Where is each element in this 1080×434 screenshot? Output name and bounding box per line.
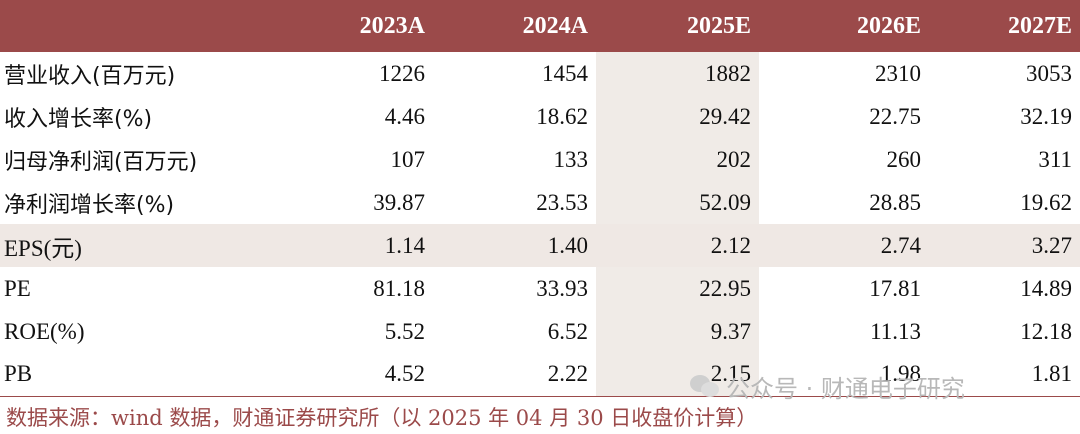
table-cell: 17.81 — [869, 275, 921, 301]
table-cell: 2310 — [875, 60, 921, 86]
table-cell: 133 — [553, 146, 589, 172]
table-cell: 18.62 — [536, 103, 588, 129]
financial-forecast-table: 2023A 2024A 2025E 2026E 2027E 营业收入(百万元) … — [0, 0, 1080, 397]
row-label-net-profit: 归母净利润(百万元) — [4, 149, 198, 175]
table-row: 营业收入(百万元) 1226 1454 1882 2310 3053 — [0, 52, 1080, 95]
table-cell: 4.46 — [384, 103, 425, 129]
header-cell-2027e: 2027E — [929, 0, 1080, 52]
table-cell: 28.85 — [869, 189, 921, 215]
table-cell: 2.12 — [596, 224, 759, 267]
table-cell: 19.62 — [1020, 189, 1072, 215]
row-label-roe: ROE(%) — [4, 318, 85, 344]
table-header-row: 2023A 2024A 2025E 2026E 2027E — [0, 0, 1080, 52]
table-cell: 1454 — [542, 60, 588, 86]
table-cell: 1.14 — [200, 224, 433, 267]
table-cell: 311 — [1038, 146, 1072, 172]
table-cell: 3053 — [1026, 60, 1072, 86]
data-source-note: 数据来源：wind 数据，财通证券研究所（以 2025 年 04 月 30 日收… — [6, 406, 758, 430]
row-label-net-profit-growth: 净利润增长率(%) — [4, 192, 175, 218]
table-cell: 1.40 — [433, 224, 596, 267]
table-cell: 11.13 — [870, 318, 921, 344]
table-cell: 6.52 — [547, 318, 588, 344]
financial-forecast-table-container: 2023A 2024A 2025E 2026E 2027E 营业收入(百万元) … — [0, 0, 1080, 397]
table-cell: 2.74 — [759, 224, 929, 267]
table-cell: 14.89 — [1020, 275, 1072, 301]
table-cell: 5.52 — [384, 318, 425, 344]
row-label-pb: PB — [0, 353, 200, 397]
row-label-revenue-growth: 收入增长率(%) — [4, 106, 153, 132]
table-row: 净利润增长率(%) 39.87 23.53 52.09 28.85 19.62 — [0, 181, 1080, 224]
header-cell-2023a: 2023A — [200, 0, 433, 52]
table-row: EPS(元) 1.14 1.40 2.12 2.74 3.27 — [0, 224, 1080, 267]
table-cell: 2.22 — [433, 353, 596, 397]
header-cell-2024a: 2024A — [433, 0, 596, 52]
table-cell: 9.37 — [596, 310, 759, 353]
table-row: ROE(%) 5.52 6.52 9.37 11.13 12.18 — [0, 310, 1080, 353]
table-cell: 52.09 — [596, 181, 759, 224]
table-row: PE 81.18 33.93 22.95 17.81 14.89 — [0, 267, 1080, 310]
table-row: 收入增长率(%) 4.46 18.62 29.42 22.75 32.19 — [0, 95, 1080, 138]
table-cell: 3.27 — [929, 224, 1080, 267]
table-cell: 202 — [596, 138, 759, 181]
table-cell: 39.87 — [373, 189, 425, 215]
table-cell: 33.93 — [536, 275, 588, 301]
table-cell: 1.81 — [929, 353, 1080, 397]
table-cell: 107 — [390, 146, 426, 172]
table-cell: 1882 — [596, 52, 759, 95]
table-cell: 260 — [886, 146, 922, 172]
row-label-eps: EPS(元) — [0, 224, 200, 267]
table-cell: 32.19 — [1020, 103, 1072, 129]
table-cell: 29.42 — [596, 95, 759, 138]
table-cell: 1226 — [379, 60, 425, 86]
table-cell: 1.98 — [759, 353, 929, 397]
table-row: 归母净利润(百万元) 107 133 202 260 311 — [0, 138, 1080, 181]
row-label-pe: PE — [4, 275, 31, 301]
table-cell: 12.18 — [1020, 318, 1072, 344]
table-row: PB 4.52 2.22 2.15 1.98 1.81 — [0, 353, 1080, 397]
header-cell-2026e: 2026E — [759, 0, 929, 52]
table-cell: 22.95 — [596, 267, 759, 310]
table-cell: 2.15 — [596, 353, 759, 397]
header-cell-2025e: 2025E — [596, 0, 759, 52]
table-cell: 81.18 — [373, 275, 425, 301]
header-cell-label — [0, 0, 200, 52]
table-cell: 22.75 — [869, 103, 921, 129]
table-cell: 23.53 — [536, 189, 588, 215]
table-cell: 4.52 — [200, 353, 433, 397]
row-label-revenue: 营业收入(百万元) — [4, 63, 176, 89]
